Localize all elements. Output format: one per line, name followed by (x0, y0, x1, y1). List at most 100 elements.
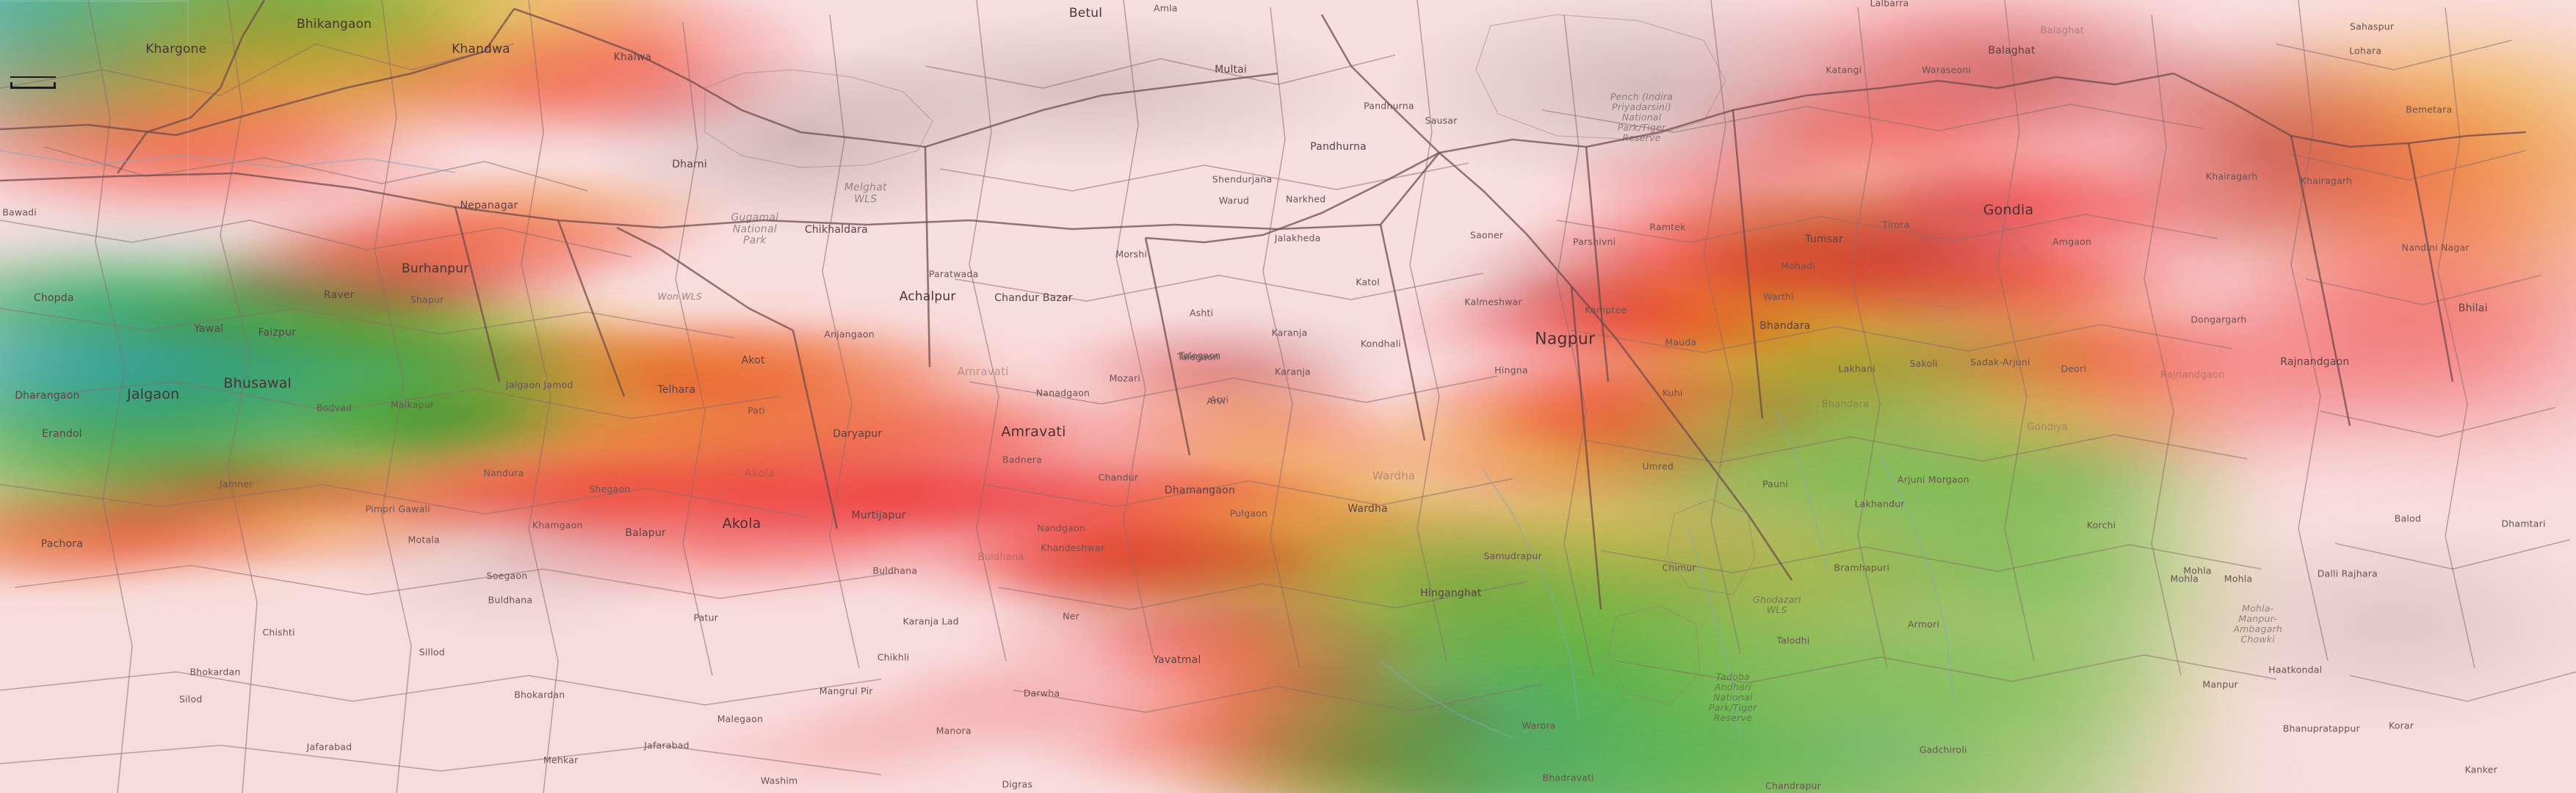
place-label: Multai (1215, 64, 1248, 76)
place-label: Khairagarh (2205, 170, 2258, 182)
place-label: Khalwa (613, 51, 652, 63)
place-label: Saoner (1470, 229, 1504, 241)
protected-area-label: Tadoba Andhari National Park/Tiger Reserve (1709, 672, 1757, 723)
protected-area-label: Pench (Indira Priyadarsini) National Park/T… (1610, 90, 1674, 143)
place-label: Khandwa (452, 41, 510, 57)
place-label: Jafarabad (306, 741, 352, 753)
place-label: Mohla (2170, 573, 2199, 584)
place-label: Narkhed (1286, 193, 1326, 205)
place-label: Deori (2061, 363, 2087, 374)
place-label: Talodhi (1776, 634, 1810, 646)
label-line: Mohla- (2242, 603, 2274, 615)
place-label: Tirora (1882, 219, 1910, 231)
place-label: Telhara (657, 383, 696, 396)
place-label: Waraseoni (1922, 64, 1972, 76)
place-label: Ramtek (1649, 221, 1686, 233)
place-label: Korchi (2086, 519, 2116, 531)
place-label: Bhikangaon (296, 17, 372, 32)
place-label: Balapur (625, 526, 666, 539)
place-label: Wardha (1372, 469, 1416, 483)
place-label: Yawal (194, 323, 224, 336)
place-label: Kuhi (1662, 387, 1683, 399)
place-label: Katangi (1826, 64, 1862, 76)
place-label: Dharni (672, 159, 707, 171)
place-label: Yavatmal (1153, 654, 1201, 667)
place-label: Morshi (1115, 248, 1148, 260)
place-label: Akot (741, 354, 765, 366)
label-line: Gugamal (731, 211, 779, 224)
place-label: Khairagarh (2300, 175, 2353, 187)
label-line: Pench (Indira (1610, 90, 1674, 102)
place-label: Achalpur (899, 289, 956, 305)
place-label: Amravati (957, 365, 1009, 379)
place-label: Hingna (1494, 364, 1528, 376)
place-label: Karanja (1271, 327, 1308, 338)
place-label: Pauni (1762, 478, 1789, 490)
place-label: Pandhurna (1364, 100, 1414, 112)
place-label: Patur (693, 612, 719, 623)
place-label: Umred (1642, 460, 1674, 472)
place-label: Bhadravati (1542, 772, 1594, 783)
place-label: Gondiya (2027, 421, 2068, 433)
place-label: Malkapur (391, 399, 435, 410)
place-label: Pati (748, 405, 765, 416)
place-label: Kanker (2464, 764, 2498, 775)
place-label: Jalgaon Jamod (505, 379, 574, 391)
scale-bar-top-rule (10, 76, 56, 78)
place-label: Betul (1068, 5, 1103, 21)
place-label: Dhamtari (2501, 518, 2546, 529)
place-label: Rajnandgaon (2280, 355, 2350, 368)
place-label: Erandol (41, 427, 82, 440)
place-label: Chimur (1662, 562, 1696, 573)
place-label: Chopda (33, 292, 74, 305)
place-label: Dalli Rajhara (2317, 568, 2378, 579)
place-label: Bhokardan (514, 689, 565, 700)
place-label: Bhandara (1759, 320, 1811, 332)
place-label: Pimpri Gawali (365, 503, 430, 515)
place-label: Talegaon (1179, 350, 1221, 361)
place-label: Akola (722, 515, 761, 532)
place-label: Mohla (2183, 565, 2212, 576)
place-label: Nepanagar (460, 199, 518, 211)
label-line: WLS (854, 193, 878, 206)
place-label: Chandur Bazar (994, 292, 1073, 305)
label-line: National (1713, 692, 1753, 703)
place-label: Murtijapur (851, 509, 906, 521)
place-label: Digras (1002, 778, 1033, 790)
place-label: Chishti (262, 626, 295, 638)
label-line: Park/Tiger (1709, 702, 1757, 714)
label-line: Park (743, 234, 767, 247)
place-label: Bhilai (2458, 302, 2488, 314)
place-label: Lalbarra (1870, 0, 1909, 9)
label-line: Manpur- (2238, 613, 2277, 625)
label-line: Priyadarsini) (1612, 101, 1671, 112)
place-label: Gondia (1983, 202, 2034, 219)
label-line: National (1621, 111, 1662, 123)
place-label: Talegaon (1177, 351, 1220, 363)
place-label: Bhusawal (223, 374, 292, 391)
place-label: Pachora (40, 538, 83, 551)
place-label: Jafarabad (644, 739, 690, 751)
protected-area-label: Chikhaldara (804, 224, 868, 236)
place-label: Gadchiroli (1919, 744, 1967, 756)
place-label: Burhanpur (402, 261, 469, 277)
label-line: Andhari (1714, 681, 1751, 693)
place-label: Balaghat (1988, 44, 2036, 57)
place-label: Samudrapur (1483, 550, 1542, 562)
place-label: Chandrapur (1765, 780, 1821, 792)
place-label: Shapur (410, 294, 444, 305)
place-label: Dongargarh (2190, 314, 2247, 325)
scale-bar (10, 82, 56, 89)
place-label: Arjuni Morgaon (1897, 474, 1969, 485)
label-line: Chowki (2240, 634, 2275, 645)
label-line: Tadoba (1715, 671, 1751, 683)
place-label: Amgaon (2052, 236, 2092, 247)
place-label: Ner (1063, 610, 1079, 622)
place-label: Chandur (1098, 471, 1139, 483)
place-label: Nandura (483, 467, 524, 479)
place-label: Kalmeshwar (1464, 296, 1522, 308)
place-label: Dharangaon (15, 390, 80, 402)
place-label: Bhanupratappur (2282, 723, 2360, 734)
place-label: Sausar (1425, 115, 1458, 126)
